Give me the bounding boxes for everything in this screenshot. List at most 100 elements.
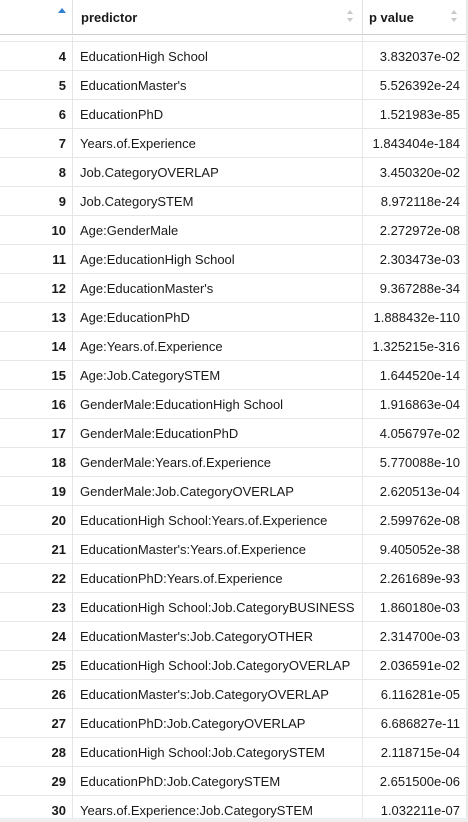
row-number: 8: [0, 158, 73, 186]
p-value-cell: 2.261689e-93: [379, 570, 460, 586]
predictor-cell: Age:EducationHigh School: [73, 245, 363, 273]
table-row: 22 EducationPhD:Years.of.Experience 2.26…: [0, 564, 466, 593]
row-number: 29: [0, 767, 73, 795]
predictor-cell: [73, 36, 363, 41]
p-value-cell: 2.314700e-03: [379, 628, 460, 644]
table-row: 27 EducationPhD:Job.CategoryOVERLAP 6.68…: [0, 709, 466, 738]
predictor-cell: EducationPhD:Job.CategorySTEM: [73, 767, 363, 795]
row-number: 4: [0, 42, 73, 70]
sort-icon: [347, 10, 354, 22]
row-number: 12: [0, 274, 73, 302]
predictor-cell: GenderMale:EducationHigh School: [73, 390, 363, 418]
table-row: 28 EducationHigh School:Job.CategorySTEM…: [0, 738, 466, 767]
table-row: 4 EducationHigh School 3.832037e-02: [0, 42, 466, 71]
row-number: 28: [0, 738, 73, 766]
row-number: 30: [0, 796, 73, 822]
table-row: 25 EducationHigh School:Job.CategoryOVER…: [0, 651, 466, 680]
table-row: 26 EducationMaster's:Job.CategoryOVERLAP…: [0, 680, 466, 709]
predictor-cell: EducationPhD:Job.CategoryOVERLAP: [73, 709, 363, 737]
p-value-cell: 3.450320e-02: [379, 164, 460, 180]
p-value-cell: 2.651500e-06: [379, 773, 460, 789]
predictor-cell: EducationPhD: [73, 100, 363, 128]
table-row: 7 Years.of.Experience 1.843404e-184: [0, 129, 466, 158]
p-value-cell: 2.303473e-03: [379, 251, 460, 267]
predictor-cell: Age:EducationMaster's: [73, 274, 363, 302]
table-row: 11 Age:EducationHigh School 2.303473e-03: [0, 245, 466, 274]
p-value-cell: [363, 36, 466, 41]
predictor-cell: EducationMaster's:Job.CategoryOTHER: [73, 622, 363, 650]
row-number: 17: [0, 419, 73, 447]
predictor-cell: EducationMaster's:Job.CategoryOVERLAP: [73, 680, 363, 708]
p-value-cell: 2.620513e-04: [379, 483, 460, 499]
predictor-cell: Job.CategoryOVERLAP: [73, 158, 363, 186]
p-value-cell: 1.032211e-07: [380, 802, 460, 818]
table-row: 24 EducationMaster's:Job.CategoryOTHER 2…: [0, 622, 466, 651]
p-value-cell: 1.888432e-110: [373, 309, 460, 325]
vertical-scrollbar[interactable]: [466, 0, 468, 822]
p-value-cell: 1.325215e-316: [372, 338, 460, 354]
row-number: 18: [0, 448, 73, 476]
row-number: 19: [0, 477, 73, 505]
predictor-column-header[interactable]: predictor: [73, 0, 363, 34]
row-number: 9: [0, 187, 73, 215]
predictor-cell: EducationPhD:Years.of.Experience: [73, 564, 363, 592]
row-number: 22: [0, 564, 73, 592]
table-row: 14 Age:Years.of.Experience 1.325215e-316: [0, 332, 466, 361]
p-value-cell: 1.860180e-03: [379, 599, 460, 615]
p-value-cell: 3.832037e-02: [379, 48, 460, 64]
row-number: 24: [0, 622, 73, 650]
table-row: 10 Age:GenderMale 2.272972e-08: [0, 216, 466, 245]
p-value-cell: 8.972118e-24: [380, 193, 460, 209]
p-value-cell: 5.770088e-10: [379, 454, 460, 470]
table-row: 15 Age:Job.CategorySTEM 1.644520e-14: [0, 361, 466, 390]
row-number: 14: [0, 332, 73, 360]
table-row: 12 Age:EducationMaster's 9.367288e-34: [0, 274, 466, 303]
horizontal-scrollbar[interactable]: [0, 818, 468, 822]
p-value-cell: 9.367288e-34: [379, 280, 460, 296]
p-value-cell: 1.843404e-184: [372, 135, 460, 151]
table-row: 17 GenderMale:EducationPhD 4.056797e-02: [0, 419, 466, 448]
table-row: 18 GenderMale:Years.of.Experience 5.7700…: [0, 448, 466, 477]
row-number: 20: [0, 506, 73, 534]
predictor-cell: EducationHigh School:Job.CategoryBUSINES…: [73, 593, 363, 621]
p-value-cell: 4.056797e-02: [379, 425, 460, 441]
p-value-cell: 2.599762e-08: [379, 512, 460, 528]
row-number: 27: [0, 709, 73, 737]
row-number: 11: [0, 245, 73, 273]
table-row: 16 GenderMale:EducationHigh School 1.916…: [0, 390, 466, 419]
row-number: 5: [0, 71, 73, 99]
row-number: [0, 36, 73, 41]
table-row: 23 EducationHigh School:Job.CategoryBUSI…: [0, 593, 466, 622]
p-value-cell: 1.916863e-04: [379, 396, 460, 412]
predictor-cell: GenderMale:Years.of.Experience: [73, 448, 363, 476]
predictor-cell: EducationHigh School: [73, 42, 363, 70]
table-row: 20 EducationHigh School:Years.of.Experie…: [0, 506, 466, 535]
predictor-cell: Years.of.Experience: [73, 129, 363, 157]
table-row: 30 Years.of.Experience:Job.CategorySTEM …: [0, 796, 466, 822]
p-value-cell: 6.116281e-05: [380, 686, 460, 702]
table-row: 13 Age:EducationPhD 1.888432e-110: [0, 303, 466, 332]
row-number: 25: [0, 651, 73, 679]
table-body: 4 EducationHigh School 3.832037e-02 5 Ed…: [0, 36, 466, 822]
sort-ascending-icon: [58, 8, 66, 13]
p-value-cell: 2.272972e-08: [379, 222, 460, 238]
predictor-cell: GenderMale:Job.CategoryOVERLAP: [73, 477, 363, 505]
predictor-cell: Age:Job.CategorySTEM: [73, 361, 363, 389]
predictor-cell: Job.CategorySTEM: [73, 187, 363, 215]
table-row: 6 EducationPhD 1.521983e-85: [0, 100, 466, 129]
row-number: 13: [0, 303, 73, 331]
predictor-cell: GenderMale:EducationPhD: [73, 419, 363, 447]
table-row: 21 EducationMaster's:Years.of.Experience…: [0, 535, 466, 564]
p-value-column-header[interactable]: p value: [363, 0, 466, 34]
row-number: 26: [0, 680, 73, 708]
row-number: 10: [0, 216, 73, 244]
table-row: 29 EducationPhD:Job.CategorySTEM 2.65150…: [0, 767, 466, 796]
table-row: 19 GenderMale:Job.CategoryOVERLAP 2.6205…: [0, 477, 466, 506]
p-value-cell: 2.036591e-02: [379, 657, 460, 673]
row-index-header[interactable]: [0, 0, 73, 34]
table-row: 5 EducationMaster's 5.526392e-24: [0, 71, 466, 100]
row-number: 21: [0, 535, 73, 563]
row-number: 15: [0, 361, 73, 389]
predictor-header-label: predictor: [81, 9, 138, 25]
